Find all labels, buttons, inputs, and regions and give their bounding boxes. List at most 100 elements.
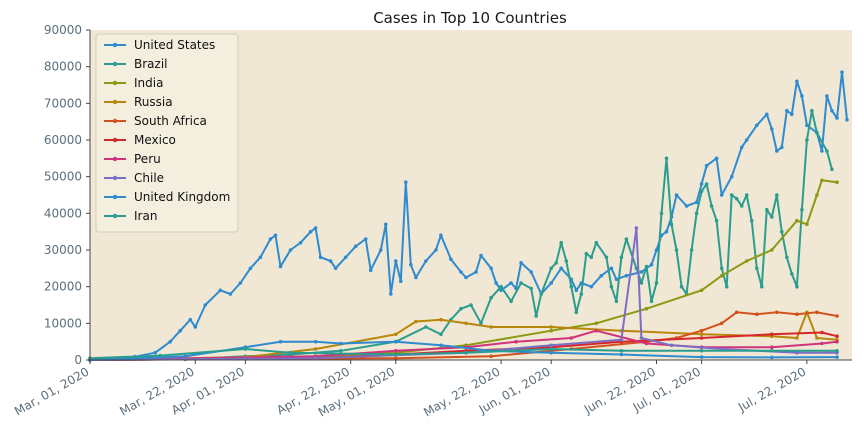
data-point [594,328,599,333]
data-point [619,255,624,260]
data-point [549,325,553,329]
series-6 [88,328,839,362]
data-point [338,341,343,346]
data-point [765,207,769,212]
data-point [664,229,669,234]
data-point [439,332,443,337]
legend-swatch-marker [112,118,118,124]
data-point [760,284,764,289]
data-point [248,266,253,271]
data-point [328,259,333,263]
data-point [594,321,599,326]
data-point [699,332,704,337]
data-point [549,343,553,348]
data-point [644,306,649,311]
data-point [474,270,478,274]
data-point [288,350,293,355]
data-point [394,339,398,344]
data-point [790,272,794,276]
data-point [604,255,609,260]
data-point [654,248,659,252]
data-point [755,312,759,317]
data-point [394,356,398,361]
data-point [744,259,749,263]
data-point [379,248,383,252]
legend-item: Russia [104,95,173,109]
data-point [569,336,574,340]
data-point [694,211,699,216]
data-point [268,237,273,241]
data-point [684,204,689,208]
data-point [795,350,799,355]
data-point [549,328,553,333]
legend-swatch-marker [112,213,118,219]
data-point [564,259,569,263]
legend-swatch-marker [112,156,118,162]
data-point [313,226,318,230]
data-point [368,268,373,273]
series-line [89,329,838,361]
data-point [308,229,313,234]
data-point [770,215,774,219]
data-point [188,317,193,322]
x-tick-label: Jul, 22, 2020 [735,364,808,414]
data-point [153,350,157,355]
data-point [589,284,594,289]
data-point [669,222,674,227]
data-point [795,336,799,340]
data-point [509,299,513,304]
data-point [714,156,719,161]
data-point [353,244,358,249]
data-point [609,266,614,271]
data-point [815,193,819,197]
chart-title: Cases in Top 10 Countries [373,9,567,27]
data-point [770,349,774,353]
data-point [674,193,679,197]
data-point [830,167,834,172]
data-point [755,266,759,271]
legend: United States Brazil India Russia South Afri… [95,33,239,233]
data-point [810,108,814,113]
x-tick-label: Apr, 22, 2020 [274,364,352,417]
data-point [649,299,654,304]
data-point [318,255,323,260]
legend-label: India [134,76,163,90]
data-point [579,292,584,296]
data-point [459,270,463,274]
data-point [749,218,754,223]
data-point [820,149,824,153]
y-tick-label: 70000 [44,96,82,110]
data-point [409,262,413,267]
legend-label: Mexico [134,133,176,147]
data-point [178,328,182,333]
data-point [594,240,599,245]
legend-item: Peru [104,152,161,166]
data-point [424,259,428,263]
data-point [609,284,614,289]
data-point [313,356,318,361]
data-point [729,193,734,197]
data-point [384,222,388,227]
data-point [835,349,839,353]
data-point [489,325,493,329]
data-point [193,325,198,329]
data-point [649,262,654,267]
legend-swatch-marker [112,175,118,181]
data-point [775,193,779,197]
data-point [273,233,278,238]
legend-item: United States [104,38,215,52]
data-point [795,312,799,317]
data-point [770,248,774,252]
legend-item: Mexico [104,133,176,147]
data-point [820,330,824,335]
data-point [820,178,824,183]
data-point [714,218,719,223]
data-point [624,273,629,278]
y-tick-label: 40000 [44,206,82,220]
data-point [394,352,398,357]
data-point [719,193,724,197]
data-point [669,343,674,348]
data-point [489,354,493,359]
data-point [313,339,318,344]
legend-item: South Africa [104,114,207,128]
